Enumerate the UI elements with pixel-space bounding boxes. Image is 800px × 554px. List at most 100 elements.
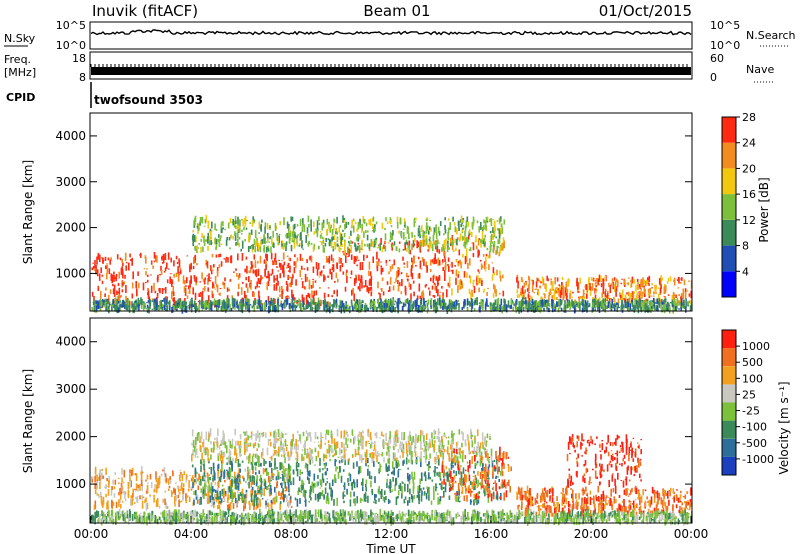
data-cell [398, 230, 400, 234]
data-cell [403, 224, 406, 227]
data-cell [147, 291, 150, 293]
data-cell [347, 459, 350, 465]
data-cell [371, 230, 374, 232]
data-cell [610, 304, 613, 308]
data-cell [192, 439, 195, 448]
data-cell [408, 232, 410, 239]
nsky-tick-low: 10^0 [56, 39, 86, 52]
data-cell [115, 273, 118, 277]
data-cell [330, 494, 332, 497]
data-cell [534, 288, 537, 290]
data-cell [220, 305, 223, 311]
data-cell [470, 450, 472, 453]
data-cell [487, 477, 490, 480]
data-cell [163, 467, 166, 475]
data-cell [466, 216, 469, 222]
data-cell [361, 262, 364, 270]
data-cell [439, 478, 442, 481]
data-cell [333, 218, 335, 223]
data-cell [507, 300, 510, 308]
data-cell [245, 294, 247, 301]
data-cell [130, 480, 132, 488]
data-cell [482, 444, 484, 449]
data-cell [412, 240, 415, 248]
data-cell [143, 268, 146, 270]
data-cell [256, 299, 259, 304]
data-cell [188, 285, 190, 290]
data-cell [244, 444, 246, 449]
data-cell [317, 305, 319, 311]
data-cell [184, 305, 187, 313]
data-cell [324, 472, 327, 476]
data-cell [437, 497, 439, 505]
data-cell [637, 306, 640, 314]
data-cell [492, 227, 494, 233]
data-cell [481, 226, 484, 231]
data-cell [332, 258, 335, 260]
data-cell [160, 265, 162, 272]
data-cell [214, 223, 216, 230]
data-cell [380, 265, 382, 268]
data-cell [434, 283, 436, 291]
data-cell [390, 298, 392, 306]
data-cell [99, 308, 102, 311]
data-cell [222, 308, 224, 312]
data-cell [604, 302, 607, 305]
data-cell [112, 283, 114, 287]
data-cell [251, 479, 254, 485]
data-cell [259, 486, 262, 491]
data-cell [281, 260, 283, 262]
data-cell [155, 471, 157, 480]
data-cell [397, 495, 399, 499]
data-cell [462, 254, 464, 258]
data-cell [212, 269, 214, 271]
data-cell [123, 304, 126, 306]
data-cell [232, 236, 234, 240]
data-cell [280, 492, 283, 498]
data-cell [325, 462, 327, 466]
data-cell [497, 475, 499, 478]
data-cell [285, 468, 287, 472]
data-cell [172, 297, 175, 300]
data-cell [201, 309, 204, 311]
data-cell [182, 483, 185, 487]
data-cell [394, 300, 397, 303]
data-cell [381, 488, 383, 498]
data-cell [484, 234, 486, 238]
data-cell [324, 242, 327, 247]
data-cell [548, 295, 550, 303]
data-cell [196, 499, 199, 504]
data-cell [301, 244, 304, 247]
data-cell [359, 283, 361, 292]
data-cell [131, 493, 134, 501]
data-cell [512, 301, 515, 305]
data-cell [358, 431, 361, 437]
data-cell [353, 293, 355, 301]
data-cell [635, 295, 638, 299]
data-cell [393, 241, 396, 246]
data-cell [260, 462, 262, 467]
cpid-label: CPID [6, 91, 35, 104]
data-cell [278, 233, 281, 236]
data-cell [100, 267, 102, 274]
data-cell [238, 478, 241, 482]
data-cell [149, 494, 151, 497]
data-cell [613, 306, 615, 309]
data-cell [677, 300, 680, 303]
data-cell [166, 262, 168, 269]
data-cell [237, 490, 239, 494]
data-cell [547, 278, 549, 282]
data-cell [189, 265, 191, 273]
data-cell [126, 299, 129, 308]
data-cell [564, 287, 567, 294]
data-cell [412, 301, 415, 306]
data-cell [437, 298, 439, 306]
data-cell [298, 298, 300, 306]
data-cell [525, 300, 527, 305]
data-cell [445, 436, 448, 439]
data-cell [451, 235, 454, 241]
data-cell [203, 460, 205, 463]
data-cell [98, 495, 100, 498]
data-cell [143, 305, 146, 308]
data-cell [269, 476, 271, 480]
